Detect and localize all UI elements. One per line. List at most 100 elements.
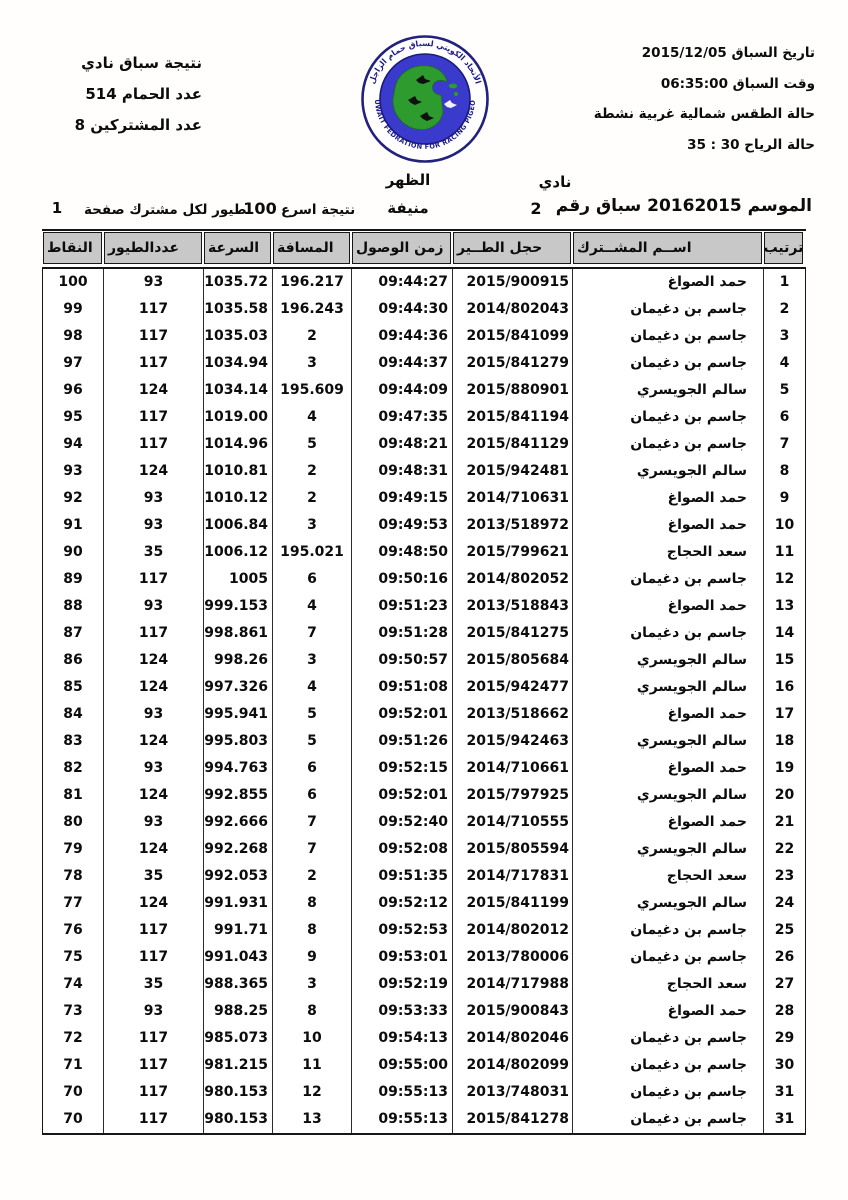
cell-distance: 9 bbox=[273, 944, 352, 971]
cell-arrival: 09:53:01 bbox=[352, 944, 453, 971]
cell-name: جاسم بن دغيمان bbox=[573, 944, 764, 971]
cell-arrival: 09:44:36 bbox=[352, 323, 453, 350]
season-race-line: الموسم 20162015 سباق رقم bbox=[555, 196, 812, 216]
cell-name: جاسم بن دغيمان bbox=[573, 296, 764, 323]
cell-ring: 2014/802012 bbox=[453, 917, 573, 944]
cell-birds: 35 bbox=[104, 863, 204, 890]
cell-rank: 3 bbox=[779, 328, 790, 344]
cell-speed: 1005 bbox=[204, 566, 273, 593]
cell-speed: 1010.81 bbox=[204, 458, 273, 485]
cell-birds: 93 bbox=[104, 998, 204, 1025]
cell-arrival: 09:52:53 bbox=[352, 917, 453, 944]
cell-distance: 7 bbox=[273, 836, 352, 863]
cell-distance: 7 bbox=[273, 620, 352, 647]
cell-speed: 1035.58 bbox=[204, 296, 273, 323]
cell-arrival: 09:51:08 bbox=[352, 674, 453, 701]
cell-arrival: 09:55:00 bbox=[352, 1052, 453, 1079]
cell-birds: 117 bbox=[104, 1025, 204, 1052]
cell-distance: 4 bbox=[273, 404, 352, 431]
cell-speed: 992.053 bbox=[204, 863, 273, 890]
sheet-title: نتيجة سباق نادي bbox=[81, 54, 202, 72]
cell-ring: 2015/805684 bbox=[453, 647, 573, 674]
cell-birds: 93 bbox=[104, 593, 204, 620]
table-row: 77 124 991.931 8 09:52:12 2015/841199 سا… bbox=[43, 890, 805, 917]
header-right-block: تاريخ السباق 2015/12/05 وقت السباق 06:35… bbox=[555, 38, 815, 160]
cell-birds: 117 bbox=[104, 350, 204, 377]
cell-points: 70 bbox=[43, 1079, 104, 1106]
cell-distance: 2 bbox=[273, 485, 352, 512]
cell-distance: 3 bbox=[273, 647, 352, 674]
cell-rank: 19 bbox=[774, 760, 795, 776]
cell-ring: 2013/780006 bbox=[453, 944, 573, 971]
cell-distance: 4 bbox=[273, 593, 352, 620]
cell-speed: 998.861 bbox=[204, 620, 273, 647]
table-row: 92 93 1010.12 2 09:49:15 2014/710631 حمد… bbox=[43, 485, 805, 512]
cell-arrival: 09:44:27 bbox=[352, 269, 453, 296]
cell-points: 83 bbox=[43, 728, 104, 755]
cell-speed: 999.153 bbox=[204, 593, 273, 620]
cell-rank: 6 bbox=[779, 409, 790, 425]
race-number-value: 2 bbox=[530, 199, 542, 218]
cell-distance: 5 bbox=[273, 431, 352, 458]
cell-rank: 29 bbox=[774, 1030, 795, 1046]
cell-rank: 30 bbox=[774, 1057, 795, 1073]
cell-arrival: 09:50:16 bbox=[352, 566, 453, 593]
cell-birds: 124 bbox=[104, 647, 204, 674]
cell-distance: 6 bbox=[273, 566, 352, 593]
cell-distance: 8 bbox=[273, 917, 352, 944]
cell-distance: 12 bbox=[273, 1079, 352, 1106]
cell-name: حمد الصواغ bbox=[573, 485, 764, 512]
cell-name: جاسم بن دغيمان bbox=[573, 1079, 764, 1106]
cell-arrival: 09:51:35 bbox=[352, 863, 453, 890]
cell-rank: 1 bbox=[779, 274, 790, 290]
cell-name: جاسم بن دغيمان bbox=[573, 1052, 764, 1079]
cell-arrival: 09:48:21 bbox=[352, 431, 453, 458]
cell-distance: 3 bbox=[273, 512, 352, 539]
page-number: 1 bbox=[51, 199, 63, 217]
cell-points: 85 bbox=[43, 674, 104, 701]
cell-ring: 2014/710661 bbox=[453, 755, 573, 782]
cell-arrival: 09:50:57 bbox=[352, 647, 453, 674]
cell-ring: 2015/805594 bbox=[453, 836, 573, 863]
cell-birds: 117 bbox=[104, 431, 204, 458]
cell-rank: 21 bbox=[774, 814, 795, 830]
table-row: 96 124 1034.14 195.609 09:44:09 2015/880… bbox=[43, 377, 805, 404]
table-row: 94 117 1014.96 5 09:48:21 2015/841129 جا… bbox=[43, 431, 805, 458]
cell-rank: 18 bbox=[774, 733, 795, 749]
cell-speed: 980.153 bbox=[204, 1106, 273, 1133]
cell-speed: 1010.12 bbox=[204, 485, 273, 512]
cell-rank: 12 bbox=[774, 571, 795, 587]
cell-speed: 991.71 bbox=[204, 917, 273, 944]
cell-points: 88 bbox=[43, 593, 104, 620]
cell-arrival: 09:44:37 bbox=[352, 350, 453, 377]
cell-rank: 16 bbox=[774, 679, 795, 695]
cell-rank: 8 bbox=[779, 463, 790, 479]
cell-rank: 31 bbox=[774, 1084, 795, 1100]
cell-ring: 2013/518662 bbox=[453, 701, 573, 728]
fastest-result-label: نتيجة اسرع bbox=[281, 202, 356, 218]
cell-birds: 117 bbox=[104, 323, 204, 350]
cell-distance: 10 bbox=[273, 1025, 352, 1052]
cell-points: 72 bbox=[43, 1025, 104, 1052]
cell-name: حمد الصواغ bbox=[573, 512, 764, 539]
cell-arrival: 09:44:09 bbox=[352, 377, 453, 404]
pigeon-federation-emblem-icon: الأتحاد الكويتي لسباق حمام الزاجل KUWAIT… bbox=[357, 28, 489, 163]
table-row: 79 124 992.268 7 09:52:08 2015/805594 سا… bbox=[43, 836, 805, 863]
cell-ring: 2015/841275 bbox=[453, 620, 573, 647]
cell-speed: 992.855 bbox=[204, 782, 273, 809]
cell-points: 96 bbox=[43, 377, 104, 404]
header-birds: عددالطيور bbox=[103, 232, 203, 266]
cell-ring: 2015/942463 bbox=[453, 728, 573, 755]
cell-birds: 117 bbox=[104, 917, 204, 944]
cell-speed: 991.931 bbox=[204, 890, 273, 917]
cell-name: حمد الصواغ bbox=[573, 755, 764, 782]
header-left-block: نتيجة سباق نادي عدد الحمام 514 عدد المشت… bbox=[40, 48, 202, 141]
cell-speed: 1019.00 bbox=[204, 404, 273, 431]
cell-ring: 2015/880901 bbox=[453, 377, 573, 404]
cell-distance: 7 bbox=[273, 809, 352, 836]
table-row: 91 93 1006.84 3 09:49:53 2013/518972 حمد… bbox=[43, 512, 805, 539]
cell-speed: 992.268 bbox=[204, 836, 273, 863]
cell-name: جاسم بن دغيمان bbox=[573, 620, 764, 647]
pigeon-count-line: عدد الحمام 514 bbox=[85, 85, 202, 103]
cell-birds: 124 bbox=[104, 728, 204, 755]
